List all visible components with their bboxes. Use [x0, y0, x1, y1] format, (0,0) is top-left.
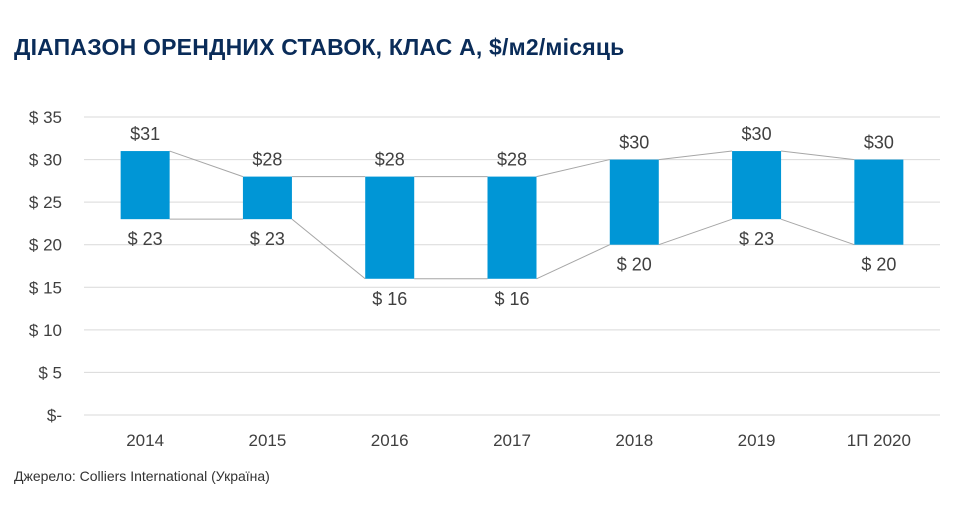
- bar-low-label: $ 23: [128, 229, 163, 249]
- connector-line-high: [536, 159, 610, 178]
- range-bar: [242, 176, 292, 220]
- x-tick-label: 2017: [493, 431, 531, 450]
- chart-title: ДІАПАЗОН ОРЕНДНИХ СТАВОК, КЛАС А, $/м2/м…: [14, 34, 625, 60]
- y-tick-label: $ 35: [29, 108, 62, 127]
- y-tick-label: $ 10: [29, 321, 62, 340]
- connector-line-low: [536, 244, 610, 280]
- range-bar: [487, 176, 537, 279]
- x-tick-label: 2016: [371, 431, 409, 450]
- range-bar: [609, 159, 659, 245]
- range-bar: [120, 151, 170, 220]
- y-tick-label: $ 30: [29, 151, 62, 170]
- connector-line-high: [169, 150, 244, 178]
- connector-line-low: [658, 218, 733, 246]
- bar-high-label: $30: [742, 124, 772, 144]
- bar-high-label: $28: [497, 150, 527, 170]
- y-tick-label: $ 25: [29, 193, 62, 212]
- y-tick-label: $-: [47, 406, 62, 425]
- connector-line-low: [780, 218, 855, 246]
- x-tick-label: 2014: [126, 431, 164, 450]
- bar-low-label: $ 23: [250, 229, 285, 249]
- y-tick-label: $ 15: [29, 278, 62, 297]
- range-bar: [365, 176, 415, 279]
- connector-line-high: [781, 150, 855, 161]
- range-bar: [854, 159, 904, 245]
- x-tick-label: 1П 2020: [847, 431, 911, 450]
- bar-high-label: $30: [864, 133, 894, 153]
- y-tick-label: $ 20: [29, 236, 62, 255]
- bar-high-label: $28: [375, 150, 405, 170]
- x-tick-label: 2015: [249, 431, 287, 450]
- x-tick-label: 2019: [738, 431, 776, 450]
- source-note: Джерело: Colliers International (Україна…: [14, 468, 270, 484]
- bar-low-label: $ 20: [861, 255, 896, 275]
- bar-high-label: $28: [252, 150, 282, 170]
- connector-line-high: [658, 150, 733, 161]
- connector-line-low: [291, 218, 366, 280]
- bar-low-label: $ 16: [372, 289, 407, 309]
- bar-high-label: $30: [619, 133, 649, 153]
- bar-low-label: $ 20: [617, 255, 652, 275]
- bar-high-label: $31: [130, 124, 160, 144]
- bar-low-label: $ 23: [739, 229, 774, 249]
- bar-low-label: $ 16: [494, 289, 529, 309]
- x-tick-label: 2018: [615, 431, 653, 450]
- y-tick-label: $ 5: [38, 363, 62, 382]
- range-bar: [732, 151, 782, 220]
